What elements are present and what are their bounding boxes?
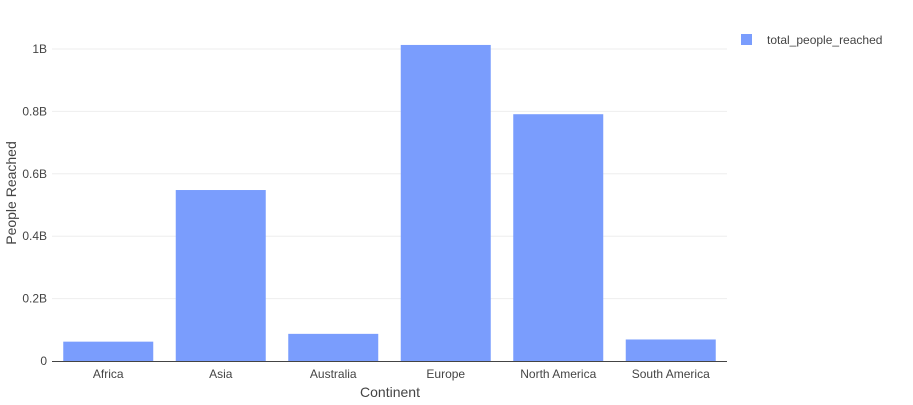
legend-label: total_people_reached: [767, 33, 882, 47]
x-tick-label: Australia: [310, 367, 357, 381]
x-tick-label: South America: [632, 367, 710, 381]
legend[interactable]: total_people_reached: [741, 33, 882, 47]
y-axis-title: People Reached: [3, 141, 19, 245]
bar-australia[interactable]: [288, 333, 379, 361]
legend-swatch: [741, 34, 752, 45]
bar-south-america[interactable]: [625, 339, 716, 361]
x-tick-label: Europe: [426, 367, 465, 381]
y-tick-label: 0.6B: [22, 167, 47, 181]
gridlines: [52, 48, 727, 300]
bars: [63, 44, 716, 361]
y-tick-label: 0.2B: [22, 292, 47, 306]
x-tick-labels: Africa Asia Australia Europe North America So…: [93, 367, 710, 381]
bar-africa[interactable]: [63, 341, 154, 361]
bar-north-america[interactable]: [513, 114, 604, 361]
x-tick-label: Asia: [209, 367, 233, 381]
y-tick-label: 0.4B: [22, 229, 47, 243]
y-tick-labels: 0 0.2B 0.4B 0.6B 0.8B 1B: [22, 42, 47, 368]
y-tick-label: 0: [40, 354, 47, 368]
y-tick-label: 1B: [32, 42, 47, 56]
y-tick-label: 0.8B: [22, 104, 47, 118]
x-tick-label: Africa: [93, 367, 124, 381]
x-axis-title: Continent: [360, 384, 420, 400]
x-tick-label: North America: [520, 367, 596, 381]
bar-europe[interactable]: [400, 44, 491, 361]
bar-asia[interactable]: [175, 190, 266, 361]
